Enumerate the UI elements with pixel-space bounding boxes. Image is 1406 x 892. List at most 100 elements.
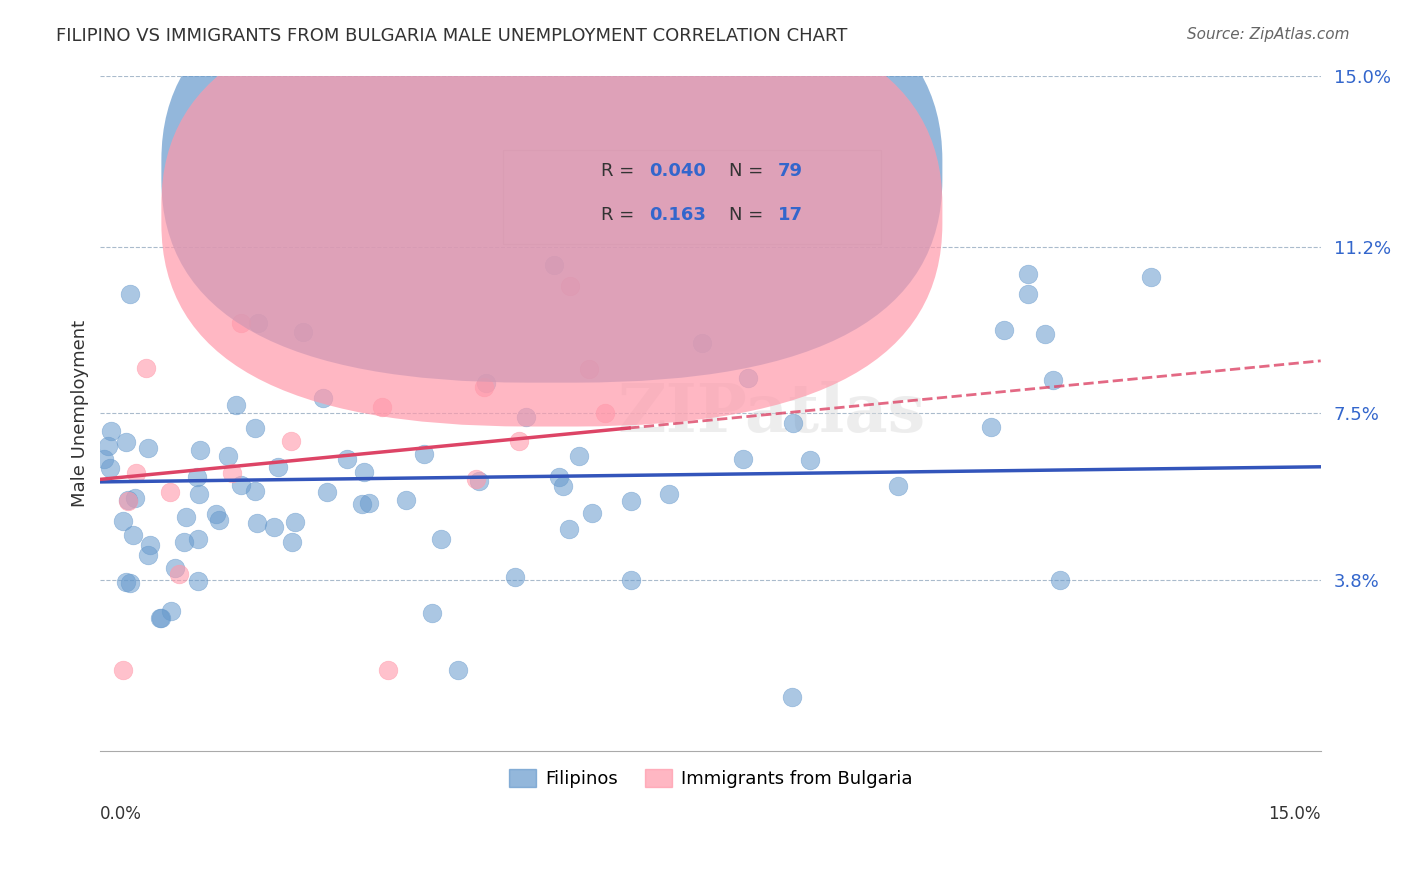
- Filipinos: [114, 575, 136, 590]
- Filipinos: [505, 570, 527, 584]
- Filipinos: [263, 519, 285, 533]
- Filipinos: [420, 606, 443, 620]
- Filipinos: [121, 528, 143, 542]
- Text: R =: R =: [600, 206, 640, 224]
- Filipinos: [243, 421, 266, 435]
- Filipinos: [163, 561, 186, 575]
- Text: Source: ZipAtlas.com: Source: ZipAtlas.com: [1187, 27, 1350, 42]
- Filipinos: [446, 663, 468, 677]
- Filipinos: [159, 604, 181, 618]
- Filipinos: [174, 510, 197, 524]
- Filipinos: [247, 316, 270, 330]
- Immigrants from Bulgaria: [221, 466, 243, 480]
- Immigrants from Bulgaria: [508, 434, 530, 448]
- Filipinos: [225, 398, 247, 412]
- Filipinos: [1033, 326, 1056, 341]
- Filipinos: [98, 460, 121, 475]
- Filipinos: [93, 452, 115, 467]
- Text: FILIPINO VS IMMIGRANTS FROM BULGARIA MALE UNEMPLOYMENT CORRELATION CHART: FILIPINO VS IMMIGRANTS FROM BULGARIA MAL…: [56, 27, 848, 45]
- Immigrants from Bulgaria: [117, 494, 139, 508]
- Filipinos: [782, 416, 804, 430]
- Filipinos: [149, 610, 172, 624]
- Filipinos: [188, 442, 211, 457]
- Immigrants from Bulgaria: [593, 407, 616, 421]
- FancyBboxPatch shape: [503, 150, 882, 244]
- Filipinos: [467, 474, 489, 488]
- Filipinos: [558, 522, 581, 536]
- Immigrants from Bulgaria: [474, 379, 496, 393]
- Filipinos: [284, 515, 307, 529]
- Immigrants from Bulgaria: [465, 472, 488, 486]
- Filipinos: [543, 258, 565, 272]
- Text: 0.040: 0.040: [650, 162, 706, 180]
- Filipinos: [173, 535, 195, 549]
- Filipinos: [548, 470, 571, 484]
- Filipinos: [568, 449, 591, 463]
- Filipinos: [357, 496, 380, 510]
- Text: 15.0%: 15.0%: [1268, 805, 1320, 822]
- Filipinos: [208, 513, 231, 527]
- Filipinos: [136, 441, 159, 455]
- Filipinos: [515, 410, 537, 425]
- Filipinos: [124, 491, 146, 505]
- Filipinos: [1017, 286, 1039, 301]
- Filipinos: [353, 465, 375, 479]
- Filipinos: [231, 477, 253, 491]
- Filipinos: [980, 420, 1002, 434]
- Filipinos: [780, 690, 803, 704]
- Filipinos: [114, 435, 136, 450]
- Filipinos: [118, 286, 141, 301]
- Filipinos: [281, 534, 304, 549]
- Filipinos: [993, 323, 1015, 337]
- Immigrants from Bulgaria: [371, 400, 394, 414]
- Y-axis label: Male Unemployment: Male Unemployment: [72, 319, 89, 507]
- Immigrants from Bulgaria: [135, 361, 157, 376]
- Text: ZIPatlas: ZIPatlas: [617, 381, 925, 445]
- Text: 0.163: 0.163: [650, 206, 706, 224]
- Filipinos: [315, 484, 337, 499]
- Immigrants from Bulgaria: [280, 434, 302, 449]
- Filipinos: [737, 371, 759, 385]
- Filipinos: [291, 325, 314, 339]
- Immigrants from Bulgaria: [159, 484, 181, 499]
- Filipinos: [430, 532, 453, 546]
- Filipinos: [112, 514, 135, 528]
- Filipinos: [799, 452, 821, 467]
- Immigrants from Bulgaria: [112, 663, 135, 677]
- Filipinos: [187, 574, 209, 589]
- Filipinos: [352, 497, 374, 511]
- Filipinos: [581, 506, 603, 520]
- Text: 79: 79: [778, 162, 803, 180]
- Immigrants from Bulgaria: [377, 663, 399, 677]
- Immigrants from Bulgaria: [125, 466, 148, 480]
- Filipinos: [551, 479, 574, 493]
- Immigrants from Bulgaria: [578, 361, 600, 376]
- Filipinos: [690, 335, 713, 350]
- Filipinos: [97, 439, 120, 453]
- Filipinos: [136, 548, 159, 562]
- Filipinos: [246, 516, 269, 531]
- Filipinos: [1017, 267, 1039, 281]
- Filipinos: [1049, 573, 1071, 587]
- Filipinos: [658, 487, 681, 501]
- Filipinos: [731, 452, 754, 467]
- Filipinos: [204, 507, 226, 521]
- Filipinos: [217, 450, 239, 464]
- Filipinos: [267, 460, 290, 475]
- Filipinos: [139, 538, 162, 552]
- Filipinos: [886, 478, 908, 492]
- Filipinos: [187, 532, 209, 546]
- Filipinos: [1139, 270, 1161, 285]
- FancyBboxPatch shape: [162, 1, 942, 426]
- Text: N =: N =: [728, 162, 769, 180]
- Filipinos: [312, 391, 335, 405]
- Filipinos: [117, 493, 139, 508]
- Text: N =: N =: [728, 206, 769, 224]
- Filipinos: [413, 447, 436, 461]
- Text: 0.0%: 0.0%: [100, 805, 142, 822]
- Filipinos: [100, 425, 122, 439]
- Filipinos: [336, 451, 359, 466]
- Filipinos: [620, 573, 643, 587]
- Legend: Filipinos, Immigrants from Bulgaria: Filipinos, Immigrants from Bulgaria: [502, 762, 920, 796]
- Filipinos: [1042, 373, 1064, 387]
